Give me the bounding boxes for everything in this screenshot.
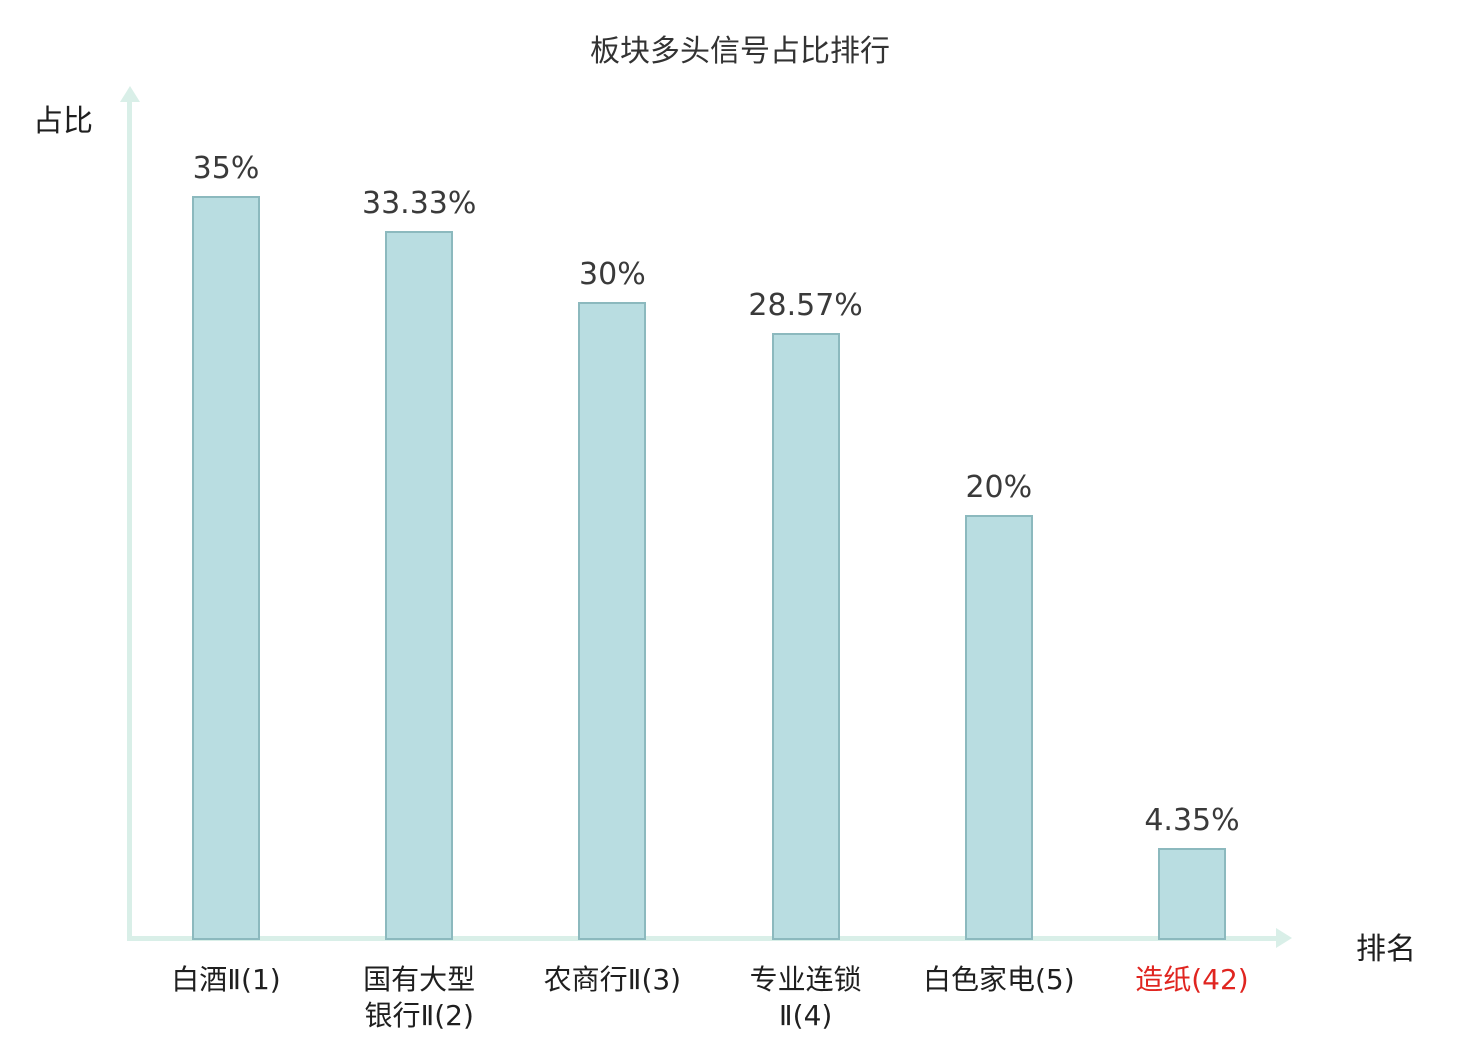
- bar-category-label-6: 造纸(42): [1135, 963, 1249, 996]
- y-axis-arrow-icon: [120, 86, 140, 102]
- bar-category-label-4: 专业连锁 Ⅱ(4): [749, 963, 862, 1032]
- bar-value-label-2: 33.33%: [361, 186, 477, 221]
- bar-value-label-5: 20%: [965, 470, 1033, 505]
- chart-title: 板块多头信号占比排行: [590, 34, 890, 69]
- bar-6: [1158, 848, 1226, 940]
- x-axis: [127, 936, 1277, 941]
- y-axis-label: 占比: [33, 104, 93, 139]
- bar-1: [192, 196, 260, 940]
- bar-category-label-1: 白酒Ⅱ(1): [171, 963, 281, 996]
- bar-category-label-2: 国有大型 银行Ⅱ(2): [363, 963, 476, 1032]
- bar-3: [578, 302, 647, 940]
- x-axis-label: 排名: [1356, 932, 1416, 967]
- bar-5: [964, 515, 1033, 940]
- bar-category-label-3: 农商行Ⅱ(3): [543, 963, 682, 996]
- bar-value-label-3: 30%: [579, 257, 646, 292]
- y-axis: [127, 100, 132, 940]
- bar-value-label-6: 4.35%: [1144, 803, 1240, 838]
- x-axis-arrow-icon: [1276, 928, 1292, 948]
- bar-4: [771, 333, 840, 940]
- bar-value-label-1: 35%: [192, 151, 260, 186]
- bar-value-label-4: 28.57%: [748, 288, 863, 323]
- bar-category-label-5: 白色家电(5): [922, 963, 1075, 996]
- bar-2: [385, 231, 454, 940]
